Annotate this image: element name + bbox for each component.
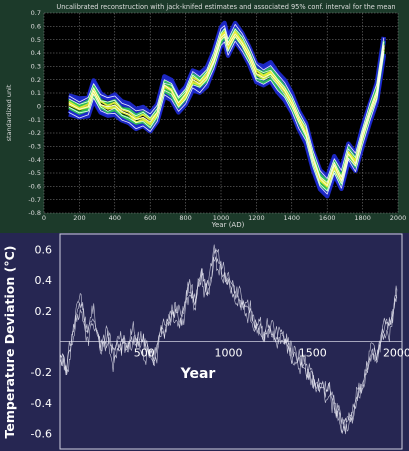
top-chart-series-line — [68, 24, 385, 179]
top-chart-x-tick-label: 1800 — [354, 214, 371, 222]
top-chart-y-tick-label: -0.8 — [28, 209, 41, 217]
top-chart-series-line — [68, 33, 385, 186]
top-chart-x-tick-label: 600 — [144, 214, 156, 222]
top-chart-x-tick-label: 200 — [73, 214, 85, 222]
top-chart-y-tick-label: -0.5 — [28, 169, 41, 177]
bottom-chart: 0.6 0.4 0.2 -0.2 -0.4 -0.6 500 1000 1500 2000 Ye… — [0, 233, 409, 451]
top-chart-series-line — [68, 20, 387, 180]
top-chart-y-tick-label: 0.1 — [31, 89, 41, 97]
top-chart-x-tick-label: 400 — [109, 214, 121, 222]
top-chart-x-tick-label: 1200 — [248, 214, 265, 222]
bottom-chart-x-tick-labels: 500 1000 1500 2000 — [134, 347, 409, 360]
bottom-chart-x-tick-label: 2000 — [383, 347, 409, 360]
top-chart-x-tick-labels: 0 200 400 600 800 1000 1200 1400 1600 1800 2000 — [42, 214, 406, 222]
top-chart-y-tick-label: 0.3 — [31, 63, 41, 71]
top-chart-x-tick-label: 1000 — [213, 214, 230, 222]
top-chart-series-line — [68, 40, 385, 195]
top-chart-y-tick-label: 0.5 — [31, 36, 41, 44]
top-chart-y-tick-label: 0.2 — [31, 76, 41, 84]
top-chart-series-line — [68, 36, 385, 192]
bottom-chart-x-tick-label: 500 — [134, 347, 155, 360]
top-chart-series-line — [68, 30, 385, 186]
top-chart-y-axis-label: standardized unit — [5, 84, 13, 141]
bottom-chart-y-axis-label: Temperature Deviation (°C) — [2, 246, 17, 439]
bottom-chart-y-tick-label: -0.4 — [31, 397, 52, 410]
top-chart-x-tick-label: 800 — [179, 214, 191, 222]
top-chart-y-tick-label: -0.6 — [28, 183, 41, 191]
top-chart-y-tick-label: -0.2 — [28, 129, 41, 137]
top-chart-y-tick-label: 0 — [37, 103, 41, 111]
bottom-chart-x-axis-label: Year — [180, 366, 216, 382]
top-chart-series-band — [67, 20, 387, 199]
top-chart-y-tick-label: 0.4 — [31, 49, 41, 57]
bottom-chart-y-tick-label: 0.6 — [35, 243, 53, 256]
top-chart-x-tick-label: 1600 — [319, 214, 336, 222]
top-chart: 0.7 0.6 0.5 0.4 0.3 0.2 0.1 0 -0.1 -0.2 -0.3 -0.4 -0… — [5, 3, 407, 229]
bottom-chart-y-tick-label: 0.4 — [35, 274, 53, 287]
top-chart-y-tick-label: -0.3 — [28, 143, 41, 151]
top-chart-x-axis-label: Year (AD) — [211, 221, 245, 229]
top-chart-y-tick-labels: 0.7 0.6 0.5 0.4 0.3 0.2 0.1 0 -0.1 -0.2 -0.3 -0.4 -0… — [28, 9, 41, 217]
bottom-chart-x-tick-label: 1500 — [299, 347, 327, 360]
bottom-chart-series-line — [59, 244, 398, 425]
bottom-chart-panel — [0, 233, 409, 451]
bottom-chart-series-line — [59, 256, 398, 435]
top-chart-x-tick-label: 2000 — [390, 214, 407, 222]
bottom-chart-y-tick-label: -0.2 — [31, 366, 52, 379]
top-chart-y-tick-label: -0.4 — [28, 156, 41, 164]
top-chart-y-tick-label: 0.6 — [31, 23, 41, 31]
top-chart-title: Uncalibrated reconstruction with jack-kn… — [56, 3, 395, 11]
top-chart-y-tick-label: -0.7 — [28, 196, 41, 204]
bottom-chart-y-tick-label: 0.2 — [35, 305, 53, 318]
top-chart-y-tick-label: 0.7 — [31, 9, 41, 17]
bottom-chart-x-tick-label: 1000 — [214, 347, 242, 360]
bottom-chart-y-tick-labels: 0.6 0.4 0.2 -0.2 -0.4 -0.6 — [31, 243, 52, 440]
top-chart-x-tick-label: 1400 — [284, 214, 301, 222]
bottom-chart-y-tick-label: -0.6 — [31, 428, 52, 441]
top-chart-series-line — [68, 28, 385, 183]
top-chart-x-tick-label: 0 — [42, 214, 46, 222]
top-chart-y-tick-label: -0.1 — [28, 116, 41, 124]
bottom-chart-series — [59, 244, 398, 435]
